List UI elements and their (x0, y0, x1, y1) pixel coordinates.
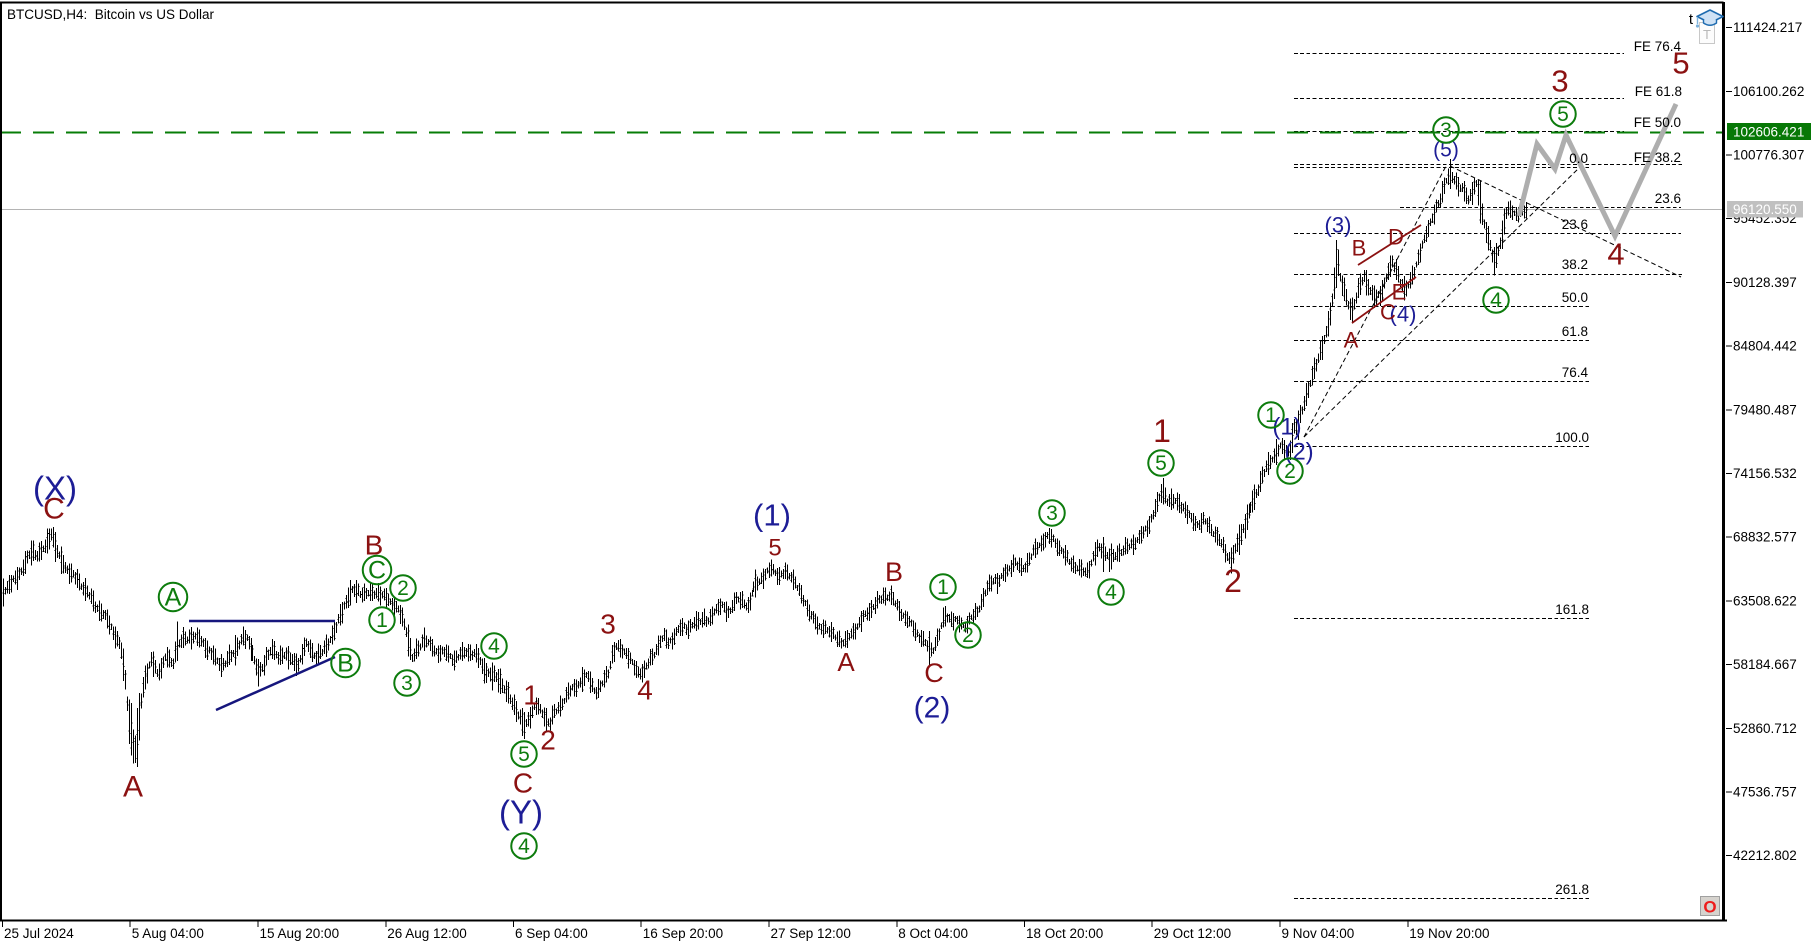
svg-text:A: A (165, 584, 182, 612)
svg-text:5: 5 (1557, 103, 1569, 126)
svg-text:(Y): (Y) (499, 794, 543, 831)
svg-text:B: B (337, 650, 354, 678)
svg-text:76.4: 76.4 (1562, 365, 1589, 380)
svg-text:1: 1 (523, 680, 539, 711)
svg-text:102606.421: 102606.421 (1733, 125, 1804, 140)
svg-text:52860.712: 52860.712 (1733, 721, 1797, 736)
svg-text:O: O (1703, 898, 1716, 917)
svg-text:38.2: 38.2 (1562, 257, 1588, 272)
svg-text:27 Sep 12:00: 27 Sep 12:00 (771, 926, 851, 941)
svg-text:96120.550: 96120.550 (1733, 202, 1797, 217)
svg-text:4: 4 (637, 675, 653, 706)
svg-text:D: D (1388, 225, 1404, 250)
svg-text:3: 3 (600, 609, 616, 640)
svg-text:2: 2 (1224, 563, 1242, 599)
svg-text:4: 4 (1490, 289, 1502, 312)
svg-text:C: C (368, 557, 386, 585)
svg-text:4: 4 (1105, 581, 1117, 604)
svg-text:T: T (1703, 27, 1711, 42)
svg-text:111424.217: 111424.217 (1733, 20, 1802, 35)
svg-text:5: 5 (768, 535, 781, 562)
svg-text:FE 61.8: FE 61.8 (1635, 84, 1682, 99)
svg-text:A: A (837, 647, 855, 677)
svg-text:79480.487: 79480.487 (1733, 402, 1797, 417)
svg-text:8 Oct 04:00: 8 Oct 04:00 (898, 926, 968, 941)
svg-text:2: 2 (397, 577, 409, 600)
svg-text:4: 4 (1607, 237, 1624, 272)
svg-text:1: 1 (1265, 404, 1277, 427)
svg-text:74156.532: 74156.532 (1733, 466, 1797, 481)
svg-text:C: C (513, 768, 533, 799)
svg-text:(1): (1) (753, 498, 791, 533)
svg-text:B: B (885, 557, 903, 587)
svg-text:1: 1 (1153, 413, 1171, 449)
svg-text:6 Sep 04:00: 6 Sep 04:00 (515, 926, 588, 941)
svg-text:5: 5 (1155, 452, 1167, 475)
svg-text:B: B (1352, 236, 1367, 261)
svg-text:23.6: 23.6 (1655, 191, 1681, 206)
svg-text:t: t (1689, 11, 1694, 28)
svg-text:(3): (3) (1325, 213, 1352, 238)
svg-text:5: 5 (1672, 46, 1689, 81)
svg-text:B: B (365, 530, 384, 561)
svg-text:18 Oct 20:00: 18 Oct 20:00 (1026, 926, 1103, 941)
svg-text:C: C (924, 658, 944, 688)
svg-text:58184.667: 58184.667 (1733, 657, 1797, 672)
svg-text:5: 5 (518, 743, 530, 766)
svg-text:A: A (1344, 328, 1359, 353)
svg-text:BTCUSD,H4: Bitcoin vs US Doll: BTCUSD,H4: Bitcoin vs US Dollar (7, 7, 215, 22)
svg-text:(X): (X) (33, 470, 77, 507)
svg-text:50.0: 50.0 (1562, 290, 1588, 305)
svg-text:3: 3 (401, 672, 413, 695)
svg-text:A: A (123, 771, 143, 804)
svg-text:C: C (43, 493, 65, 526)
svg-text:100.0: 100.0 (1555, 430, 1589, 445)
svg-text:19 Nov 20:00: 19 Nov 20:00 (1409, 926, 1489, 941)
svg-text:161.8: 161.8 (1555, 602, 1589, 617)
svg-text:FE 38.2: FE 38.2 (1634, 150, 1681, 165)
svg-text:C: C (1380, 300, 1396, 325)
svg-text:E: E (1392, 280, 1407, 305)
svg-text:261.8: 261.8 (1555, 882, 1589, 897)
svg-text:16 Sep 20:00: 16 Sep 20:00 (643, 926, 723, 941)
svg-text:84804.442: 84804.442 (1733, 339, 1797, 354)
svg-text:(5): (5) (1433, 139, 1459, 162)
svg-text:9 Nov 04:00: 9 Nov 04:00 (1282, 926, 1355, 941)
svg-text:(2): (2) (914, 692, 951, 725)
svg-text:106100.262: 106100.262 (1733, 84, 1804, 99)
svg-text:63508.622: 63508.622 (1733, 593, 1797, 608)
svg-text:3: 3 (1046, 502, 1058, 525)
svg-text:2: 2 (1284, 460, 1296, 483)
svg-text:47536.757: 47536.757 (1733, 784, 1797, 799)
svg-text:2: 2 (962, 624, 974, 647)
svg-text:29 Oct 12:00: 29 Oct 12:00 (1154, 926, 1231, 941)
svg-text:1: 1 (937, 576, 949, 599)
svg-text:15 Aug 20:00: 15 Aug 20:00 (260, 926, 340, 941)
svg-text:25 Jul 2024: 25 Jul 2024 (4, 926, 74, 941)
svg-text:0.0: 0.0 (1569, 151, 1588, 166)
svg-text:5 Aug 04:00: 5 Aug 04:00 (132, 926, 204, 941)
svg-text:23.6: 23.6 (1562, 217, 1588, 232)
svg-text:FE 76.4: FE 76.4 (1634, 39, 1682, 54)
svg-text:90128.397: 90128.397 (1733, 275, 1797, 290)
svg-text:4: 4 (488, 635, 500, 658)
svg-text:3: 3 (1551, 64, 1568, 99)
svg-text:FE 50.0: FE 50.0 (1634, 115, 1681, 130)
svg-text:(4): (4) (1390, 302, 1417, 327)
svg-text:26 Aug 12:00: 26 Aug 12:00 (387, 926, 467, 941)
svg-text:61.8: 61.8 (1562, 324, 1588, 339)
svg-text:100776.307: 100776.307 (1733, 148, 1804, 163)
svg-text:3: 3 (1440, 119, 1452, 142)
svg-text:68832.577: 68832.577 (1733, 530, 1797, 545)
svg-text:1: 1 (376, 609, 388, 632)
svg-text:4: 4 (518, 835, 530, 858)
svg-text:42212.802: 42212.802 (1733, 848, 1797, 863)
svg-text:2: 2 (540, 725, 556, 756)
